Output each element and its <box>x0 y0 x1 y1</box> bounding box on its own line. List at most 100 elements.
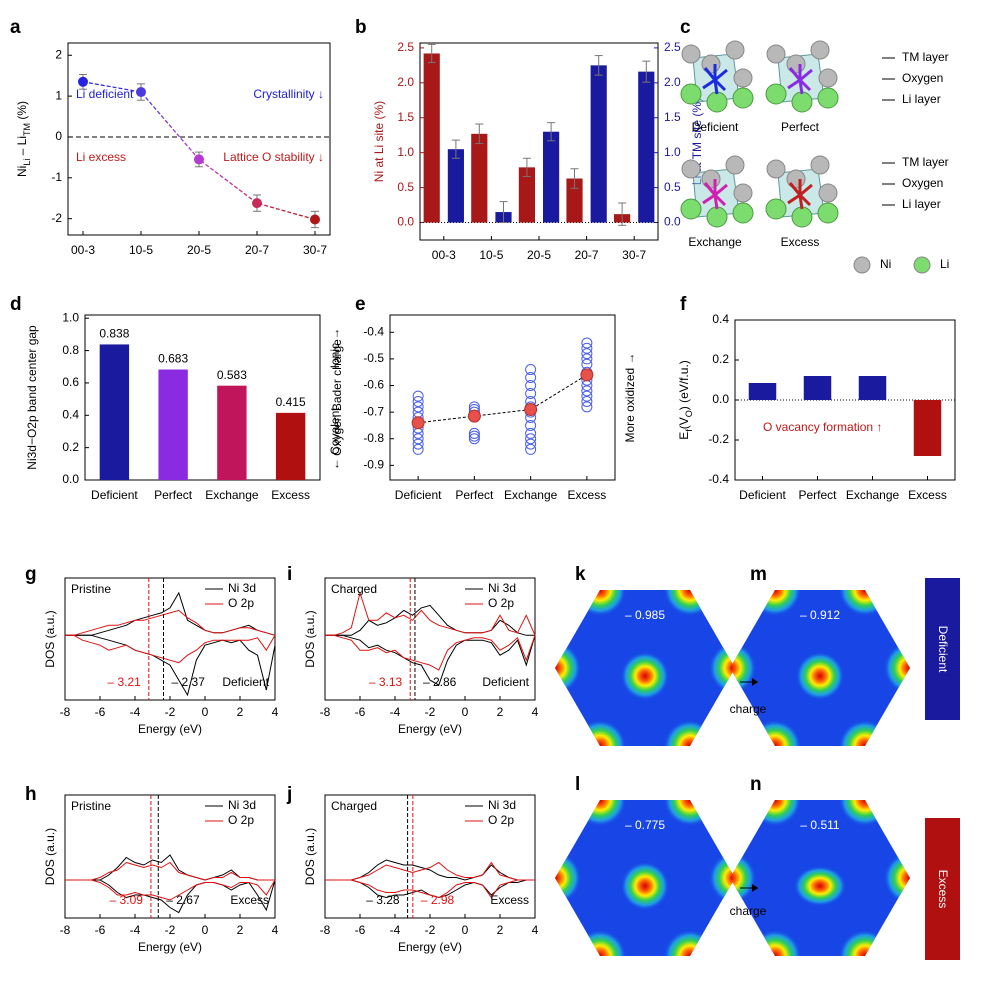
y-tick-label: -0.7 <box>363 404 384 418</box>
x-tick-label: 4 <box>532 705 539 719</box>
y-axis-label: DOS (a.u.) <box>303 610 317 667</box>
x-tick-label: Deficient <box>395 488 442 502</box>
map-value: – 0.511 <box>800 818 839 832</box>
state-label: Charged <box>331 799 377 813</box>
density-map <box>555 800 735 956</box>
x-tick-label: -8 <box>320 923 331 937</box>
bond <box>799 183 813 197</box>
y-tick-label: 0 <box>55 129 62 143</box>
bond <box>703 182 717 196</box>
density-blob <box>839 930 891 956</box>
axes-frame <box>389 314 616 481</box>
y-tick-label: -0.8 <box>363 431 384 445</box>
y-tick-label: 2.0 <box>397 75 414 89</box>
y-tick-label: 1.5 <box>664 110 681 124</box>
y-axis-label: Ni at Li site (%) <box>372 101 386 182</box>
ni-atom <box>725 155 745 175</box>
sample-point <box>581 401 593 413</box>
structure-label: Deficient <box>692 120 739 134</box>
label-part: f <box>684 429 694 432</box>
label-part: (V <box>677 417 691 429</box>
x-tick-label: Excess <box>568 488 607 502</box>
y-tick-label: -0.2 <box>708 432 729 446</box>
x-tick-label: 2 <box>237 923 244 937</box>
value-label: 0.583 <box>217 368 247 382</box>
bar <box>158 369 188 480</box>
y-tick-label: 2.5 <box>664 40 681 54</box>
y-tick-label: -0.4 <box>363 324 384 338</box>
ni-atom <box>818 183 838 203</box>
y-tick-label: -1 <box>51 170 62 184</box>
bar <box>638 71 655 223</box>
sample-box <box>925 818 960 960</box>
bar <box>217 385 247 480</box>
x-tick-label: -2 <box>165 923 176 937</box>
x-tick-label: Perfect <box>798 488 837 502</box>
y-tick-label: -0.6 <box>363 378 384 392</box>
bar <box>566 178 583 223</box>
ni-atom <box>786 169 806 189</box>
legend-label: Ni 3d <box>228 581 256 595</box>
density-blob <box>709 852 735 904</box>
bond <box>703 67 717 81</box>
dos-curve <box>325 861 535 881</box>
label-part: (%) <box>15 101 29 123</box>
sample-point <box>525 438 537 450</box>
x-tick-label: 20-7 <box>245 243 269 257</box>
sample-point <box>468 433 480 445</box>
bar <box>518 167 535 223</box>
y-tick-label: 0.5 <box>397 180 414 194</box>
sample-point <box>412 443 424 455</box>
label-part: Ni <box>15 166 29 177</box>
arrow-label: charge <box>730 904 767 918</box>
sample-point <box>581 348 593 360</box>
ni-atom <box>733 68 753 88</box>
density-blob <box>664 930 716 956</box>
y-tick-label: 0.2 <box>712 352 729 366</box>
y-tick-label: 1.0 <box>397 145 414 159</box>
panel-letter: c <box>680 17 691 38</box>
y-tick-label: 0.8 <box>62 343 79 357</box>
bond <box>787 193 801 205</box>
x-axis-label: Energy (eV) <box>398 722 462 736</box>
sample-box <box>925 578 960 720</box>
layer-label: Li layer <box>902 92 941 106</box>
y-tick-label: -0.9 <box>363 458 384 472</box>
sample-point <box>581 395 593 407</box>
sample-point <box>412 433 424 445</box>
panel-letter: l <box>575 774 580 795</box>
band-center-label: – 3.13 <box>369 675 403 689</box>
x-tick-label: 0 <box>462 923 469 937</box>
label-part: Li <box>22 159 32 166</box>
arrow-head <box>752 678 758 686</box>
y-axis-label: NiLi – LiTM (%) <box>15 101 32 177</box>
density-blob <box>664 590 716 616</box>
x-tick-label: Excess <box>271 488 310 502</box>
legend-label: Ni 3d <box>488 581 516 595</box>
x-tick-label: -6 <box>355 705 366 719</box>
bar <box>803 376 832 400</box>
map-value: – 0.985 <box>625 608 665 622</box>
ni-atom <box>681 44 701 64</box>
panel-letter: h <box>25 784 37 805</box>
x-tick-label: Exchange <box>205 488 259 502</box>
x-tick-label: 00-3 <box>71 243 95 257</box>
dos-curve <box>325 879 535 899</box>
bond <box>787 78 801 90</box>
data-point <box>78 76 88 87</box>
arrow-head <box>752 884 758 892</box>
structure-label: Exchange <box>688 235 742 249</box>
y-tick-label: 1.0 <box>664 145 681 159</box>
band-center-label: – 2.67 <box>166 893 200 907</box>
x-tick-label: -6 <box>95 923 106 937</box>
bond <box>788 182 802 196</box>
density-blob <box>839 720 891 746</box>
density-blob <box>730 852 756 904</box>
x-tick-label: Deficient <box>739 488 786 502</box>
ni-atom <box>681 159 701 179</box>
x-tick-label: 2 <box>237 705 244 719</box>
annotation: Li excess <box>76 150 126 164</box>
label-part: TM <box>22 123 32 136</box>
y-tick-label: -0.4 <box>708 472 729 486</box>
sample-point <box>412 395 424 407</box>
